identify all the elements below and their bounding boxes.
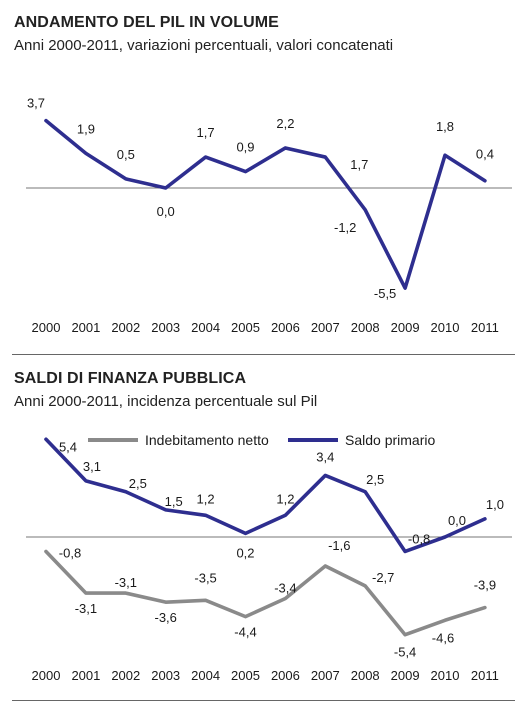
- data-label: 1,7: [350, 157, 368, 172]
- data-label: -3,5: [194, 570, 216, 585]
- data-label: 0,5: [117, 147, 135, 162]
- x-tick-label: 2005: [231, 668, 260, 683]
- data-label: 3,7: [27, 96, 45, 111]
- data-label: 0,4: [476, 147, 494, 162]
- x-tick-label: 2007: [311, 668, 340, 683]
- data-label: -3,1: [75, 601, 97, 616]
- data-label: -3,9: [474, 578, 496, 593]
- data-label: 1,9: [77, 121, 95, 136]
- x-tick-label: 2009: [391, 320, 420, 335]
- x-tick-label: 2006: [271, 668, 300, 683]
- data-label: 0,0: [157, 204, 175, 219]
- x-tick-label: 2008: [351, 668, 380, 683]
- data-label: -4,4: [234, 625, 256, 640]
- x-tick-label: 2001: [71, 320, 100, 335]
- x-tick-label: 2003: [151, 668, 180, 683]
- data-label: 3,4: [316, 449, 334, 464]
- x-tick-label: 2002: [111, 320, 140, 335]
- x-tick-label: 2000: [32, 668, 61, 683]
- legend-indebitamento: Indebitamento netto: [88, 432, 269, 448]
- legend-label-indebitamento: Indebitamento netto: [145, 432, 269, 448]
- series-line-indebitamento: [44, 549, 487, 637]
- x-tick-label: 2010: [431, 668, 460, 683]
- data-label: 0,0: [448, 513, 466, 528]
- x-tick-label: 2008: [351, 320, 380, 335]
- chart2-subtitle: Anni 2000-2011, incidenza percentuale su…: [14, 393, 318, 410]
- data-label: -3,1: [115, 575, 137, 590]
- data-label: 2,2: [276, 116, 294, 131]
- x-tick-label: 2004: [191, 320, 220, 335]
- data-label: 5,4: [59, 439, 77, 454]
- x-tick-label: 2001: [71, 668, 100, 683]
- data-label: -2,7: [372, 570, 394, 585]
- x-tick-label: 2000: [32, 320, 61, 335]
- x-tick-label: 2003: [151, 320, 180, 335]
- chart2-title: SALDI DI FINANZA PUBBLICA: [14, 370, 247, 387]
- public-finance-line-chart: -0,8 -3,1 -3,1 -3,6 -3,5 -4,4 -3,4 -1,6 -2,7 -5,4…: [26, 437, 512, 683]
- data-label: -0,8: [408, 531, 430, 546]
- x-tick-label: 2007: [311, 320, 340, 335]
- legend-swatch-grey: [88, 438, 138, 442]
- data-label: -3,4: [274, 581, 296, 596]
- chart1-subtitle: Anni 2000-2011, variazioni percentuali, …: [14, 37, 394, 54]
- data-label: 1,0: [486, 497, 504, 512]
- legend-swatch-blue: [288, 438, 338, 442]
- x-tick-label: 2011: [471, 668, 499, 683]
- data-label: 0,2: [236, 545, 254, 560]
- x-tick-label: 2010: [431, 320, 460, 335]
- series-line-saldo-primario: [44, 437, 487, 554]
- section-divider: [12, 354, 515, 355]
- x-tick-label: 2004: [191, 668, 220, 683]
- gdp-line-chart: 3,7 1,9 0,5 0,0 1,7 0,9 2,2 1,7 -1,2 -5,5 1,8 0,4 20…: [26, 96, 512, 335]
- data-label: 1,2: [197, 491, 215, 506]
- series-line-pil: [44, 118, 487, 290]
- x-tick-label: 2011: [471, 320, 499, 335]
- data-label: 1,7: [197, 125, 215, 140]
- bottom-rule: [12, 700, 515, 701]
- x-tick-label: 2002: [111, 668, 140, 683]
- data-label: -1,2: [334, 220, 356, 235]
- data-label: -1,6: [328, 538, 350, 553]
- data-label: 1,8: [436, 119, 454, 134]
- data-label: 2,5: [129, 476, 147, 491]
- data-label: -4,6: [432, 630, 454, 645]
- data-label: 2,5: [366, 472, 384, 487]
- data-label: -0,8: [59, 545, 81, 560]
- x-tick-label: 2006: [271, 320, 300, 335]
- x-tick-label: 2005: [231, 320, 260, 335]
- legend-label-saldo: Saldo primario: [345, 432, 436, 448]
- legend-saldo-primario: Saldo primario: [288, 432, 435, 448]
- x-tick-label: 2009: [391, 668, 420, 683]
- data-label: 1,2: [276, 491, 294, 506]
- data-label: -3,6: [154, 610, 176, 625]
- data-label: -5,4: [394, 645, 416, 660]
- data-label: 1,5: [165, 494, 183, 509]
- data-label: 3,1: [83, 459, 101, 474]
- data-label: -5,5: [374, 286, 396, 301]
- chart1-title: ANDAMENTO DEL PIL IN VOLUME: [14, 14, 279, 31]
- data-label: 0,9: [236, 140, 254, 155]
